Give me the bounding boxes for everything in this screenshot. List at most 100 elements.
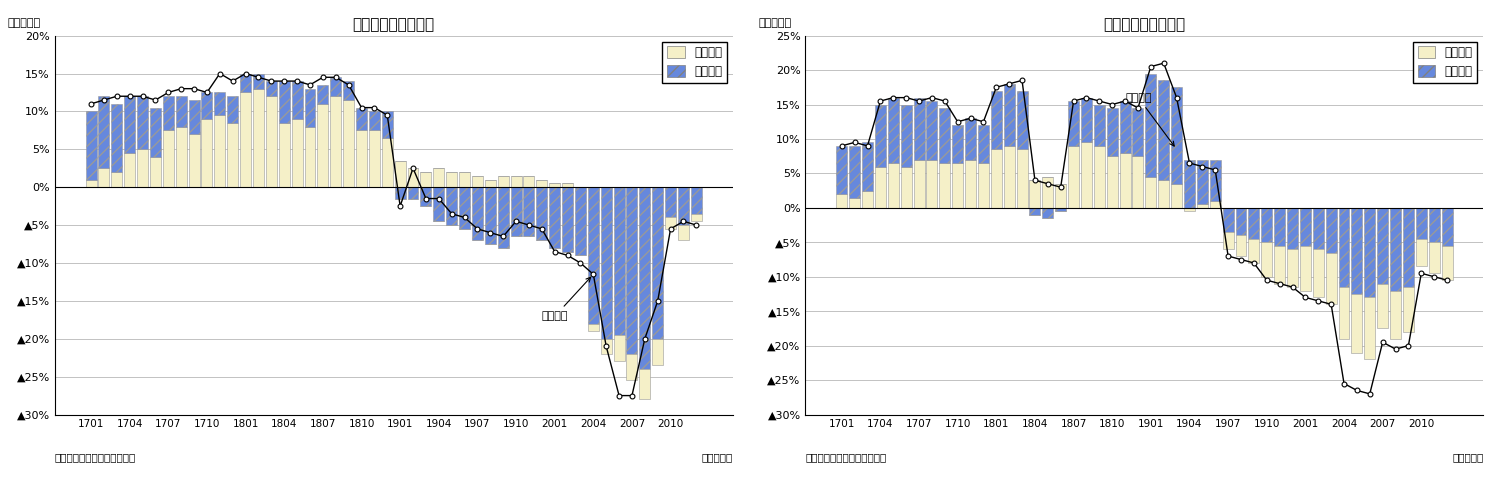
Bar bbox=[1416, 239, 1426, 266]
Bar bbox=[627, 354, 638, 380]
Bar bbox=[524, 176, 534, 187]
Bar bbox=[344, 81, 354, 100]
Bar bbox=[1365, 208, 1376, 297]
Bar bbox=[1029, 180, 1041, 208]
Bar bbox=[1004, 146, 1014, 208]
Bar bbox=[330, 77, 340, 96]
Bar bbox=[99, 96, 109, 168]
Bar bbox=[254, 88, 264, 187]
Text: 輸出金額: 輸出金額 bbox=[542, 277, 591, 321]
Bar bbox=[1029, 208, 1041, 215]
Bar bbox=[1365, 297, 1376, 359]
Bar bbox=[952, 125, 963, 163]
Bar bbox=[86, 111, 96, 180]
Bar bbox=[228, 96, 238, 123]
Bar bbox=[1300, 246, 1311, 291]
Bar bbox=[150, 157, 160, 187]
Bar bbox=[1132, 108, 1143, 156]
Bar bbox=[652, 339, 663, 365]
Bar bbox=[562, 187, 573, 251]
Bar bbox=[1352, 294, 1362, 352]
Bar bbox=[279, 81, 290, 123]
Bar bbox=[600, 187, 612, 339]
Bar bbox=[1377, 208, 1388, 283]
Bar bbox=[862, 191, 873, 208]
Bar bbox=[1082, 142, 1092, 208]
Bar bbox=[176, 96, 186, 127]
Bar bbox=[318, 85, 328, 104]
Bar bbox=[1428, 242, 1440, 273]
Bar bbox=[1442, 246, 1452, 280]
Bar bbox=[549, 184, 560, 187]
Bar bbox=[420, 172, 432, 187]
Bar bbox=[537, 180, 548, 187]
Bar bbox=[914, 98, 924, 160]
Bar bbox=[356, 130, 368, 187]
Text: （前年比）: （前年比） bbox=[8, 18, 40, 28]
Bar bbox=[549, 187, 560, 248]
Bar bbox=[1248, 239, 1260, 263]
Bar bbox=[124, 153, 135, 187]
Bar bbox=[1222, 208, 1233, 232]
Bar bbox=[900, 166, 912, 208]
Bar bbox=[627, 187, 638, 354]
Bar bbox=[1094, 146, 1106, 208]
Bar bbox=[639, 369, 651, 400]
Bar bbox=[1082, 98, 1092, 142]
Bar bbox=[1146, 74, 1156, 177]
Bar bbox=[201, 119, 213, 187]
Bar bbox=[1197, 205, 1208, 208]
Bar bbox=[189, 134, 200, 187]
Bar bbox=[1442, 208, 1452, 246]
Bar bbox=[136, 149, 148, 187]
Bar bbox=[1236, 208, 1246, 235]
Bar bbox=[124, 96, 135, 153]
Bar bbox=[692, 214, 702, 221]
Bar bbox=[472, 176, 483, 187]
Bar bbox=[254, 74, 264, 88]
Bar bbox=[1054, 208, 1066, 211]
Bar bbox=[1158, 180, 1168, 208]
Text: （資料）財務省「貳易統計」: （資料）財務省「貳易統計」 bbox=[56, 452, 136, 462]
Bar bbox=[369, 111, 380, 130]
Bar bbox=[291, 119, 303, 187]
Bar bbox=[86, 180, 96, 187]
Bar bbox=[189, 100, 200, 134]
Bar bbox=[588, 187, 598, 324]
Bar bbox=[344, 100, 354, 187]
Bar bbox=[394, 187, 405, 198]
Bar bbox=[1222, 232, 1233, 249]
Bar bbox=[459, 187, 470, 229]
Bar bbox=[498, 187, 508, 248]
Bar bbox=[1184, 208, 1196, 211]
Legend: 数量要因, 価格要因: 数量要因, 価格要因 bbox=[1413, 42, 1478, 83]
Bar bbox=[304, 88, 315, 127]
Bar bbox=[652, 187, 663, 339]
Bar bbox=[1428, 208, 1440, 242]
Bar bbox=[1172, 184, 1182, 208]
Bar bbox=[472, 187, 483, 240]
Bar bbox=[1312, 249, 1323, 297]
Bar bbox=[1119, 101, 1131, 153]
Bar bbox=[1017, 91, 1028, 149]
Bar bbox=[484, 180, 496, 187]
Bar bbox=[862, 142, 873, 191]
Bar bbox=[1119, 153, 1131, 208]
Bar bbox=[408, 187, 419, 198]
Bar bbox=[1210, 201, 1221, 208]
Bar bbox=[678, 187, 688, 225]
Text: （年・月）: （年・月） bbox=[702, 452, 732, 462]
Bar bbox=[446, 172, 458, 187]
Bar bbox=[574, 187, 586, 255]
Bar bbox=[1402, 287, 1414, 332]
Bar bbox=[228, 123, 238, 187]
Bar bbox=[1300, 208, 1311, 246]
Bar bbox=[164, 130, 174, 187]
Bar bbox=[1017, 149, 1028, 208]
Bar bbox=[562, 184, 573, 187]
Bar bbox=[1158, 80, 1168, 180]
Bar bbox=[1287, 249, 1298, 287]
Bar bbox=[304, 127, 315, 187]
Bar bbox=[939, 163, 951, 208]
Bar bbox=[330, 96, 340, 187]
